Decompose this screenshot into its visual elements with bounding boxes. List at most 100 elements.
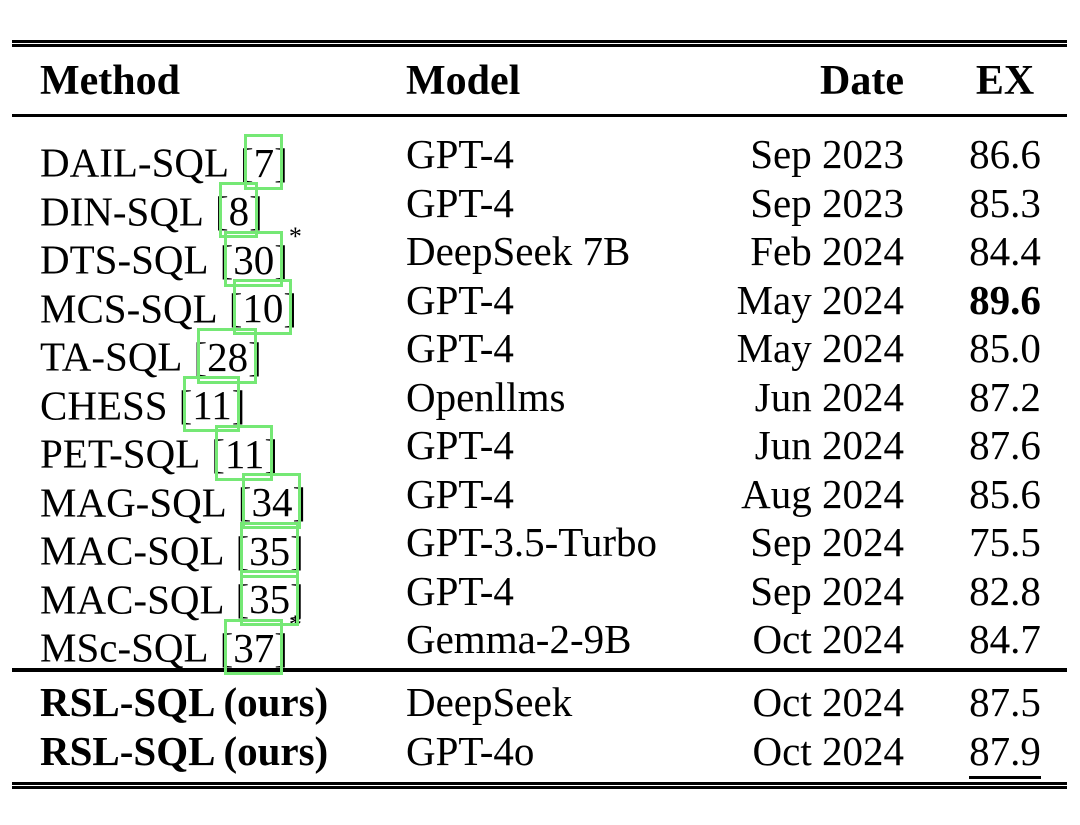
- method-name: MAG-SQL: [40, 479, 227, 526]
- date-cell: Oct 2024: [752, 727, 904, 774]
- date-cell: Oct 2024: [752, 616, 904, 662]
- method-name: MAC-SQL: [40, 527, 225, 574]
- date-cell: Oct 2024: [752, 679, 904, 725]
- citation-link[interactable]: [35]: [235, 576, 304, 623]
- citation-link[interactable]: [11]: [211, 430, 279, 477]
- model-cell: GPT-4: [406, 131, 514, 177]
- ex-cell: 84.4: [953, 227, 1057, 276]
- ex-value: 87.5: [969, 679, 1041, 725]
- method-name: MSc-SQL: [40, 624, 209, 671]
- table-row-ours: RSL-SQL (ours) GPT-4o Oct 2024 87.9: [12, 727, 1067, 779]
- top-rule-lower: [12, 43, 1067, 47]
- ex-value: 85.6: [969, 470, 1041, 517]
- citation-link[interactable]: [11]: [178, 382, 246, 429]
- model-cell: GPT-3.5-Turbo: [406, 519, 658, 565]
- ex-value: 84.4: [969, 228, 1041, 274]
- model-cell: GPT-4o: [406, 727, 535, 774]
- column-header-model: Model: [406, 58, 521, 104]
- table-ours-section: RSL-SQL (ours) DeepSeek Oct 2024 87.5 RS…: [12, 678, 1067, 779]
- model-cell: GPT-4: [406, 422, 514, 468]
- date-cell: Jun 2024: [754, 422, 904, 468]
- ex-value: 87.2: [969, 373, 1041, 420]
- ex-cell: 87.9: [953, 727, 1057, 779]
- method-name: DAIL-SQL: [40, 139, 230, 186]
- method-name: CHESS: [40, 382, 168, 429]
- table-row: MAG-SQL [34] GPT-4 Aug 2024 85.6: [12, 470, 1067, 526]
- bottom-rule-lower: [12, 785, 1067, 789]
- model-cell: Gemma-2-9B: [406, 616, 632, 662]
- mid-rule: [12, 668, 1067, 672]
- model-cell: GPT-4: [406, 567, 514, 614]
- date-cell: Sep 2024: [750, 567, 904, 614]
- citation-link[interactable]: [10]: [228, 285, 298, 332]
- ex-value: 85.0: [969, 325, 1041, 371]
- header-rule: [12, 113, 1067, 117]
- ex-cell: 75.5: [953, 518, 1057, 567]
- ex-cell: 89.6: [953, 276, 1057, 325]
- ex-value: 75.5: [969, 519, 1041, 565]
- model-cell: GPT-4: [406, 179, 514, 226]
- ex-cell: 84.7: [953, 615, 1057, 664]
- ex-cell: 85.3: [953, 179, 1057, 228]
- method-name: TA-SQL: [40, 333, 183, 380]
- citation-link[interactable]: [30]: [219, 236, 288, 283]
- method-cell: TA-SQL [28]: [40, 324, 263, 381]
- top-rule-upper: [12, 40, 1067, 43]
- ex-value: 87.6: [969, 422, 1041, 468]
- bottom-rule-upper: [12, 782, 1067, 785]
- date-cell: May 2024: [736, 276, 904, 323]
- table-row: DAIL-SQL [7] GPT-4 Sep 2023 86.6: [12, 130, 1067, 186]
- citation-link[interactable]: [34]: [237, 479, 307, 526]
- citation-link[interactable]: [37]: [219, 624, 288, 671]
- table-body: DAIL-SQL [7] GPT-4 Sep 2023 86.6 DIN-SQL[…: [12, 130, 1067, 671]
- ex-cell: 85.0: [953, 324, 1057, 373]
- method-cell: MSc-SQL [37]*: [40, 610, 302, 672]
- method-name: PET-SQL: [40, 430, 201, 477]
- method-name: MAC-SQL: [40, 576, 225, 623]
- method-name: MCS-SQL: [40, 285, 218, 332]
- date-cell: Sep 2023: [750, 179, 904, 226]
- model-cell: Openllms: [406, 373, 566, 420]
- citation-link[interactable]: [35]: [235, 527, 304, 574]
- ex-cell: 85.6: [953, 470, 1057, 519]
- table-row: CHESS [11] Openllms Jun 2024 87.2: [12, 373, 1067, 429]
- date-cell: Feb 2024: [750, 228, 904, 274]
- table-row-ours: RSL-SQL (ours) DeepSeek Oct 2024 87.5: [12, 678, 1067, 727]
- ex-cell: 87.6: [953, 421, 1057, 470]
- column-header-date: Date: [820, 58, 904, 104]
- column-header-ex: EX: [975, 58, 1035, 104]
- method-cell: MCS-SQL [10]: [40, 276, 298, 333]
- table-header: Method Model Date EX: [12, 56, 1067, 106]
- citation-link[interactable]: [28]: [193, 333, 262, 380]
- method-cell: MAG-SQL [34]: [40, 470, 307, 527]
- ex-value: 84.7: [969, 616, 1041, 662]
- ex-cell: 87.2: [953, 373, 1057, 422]
- method-cell: CHESS [11]: [40, 373, 246, 430]
- table-row: DTS-SQL [30]* DeepSeek 7B Feb 2024 84.4: [12, 222, 1067, 283]
- table-row: MAC-SQL [35] GPT-3.5-Turbo Sep 2024 75.5: [12, 518, 1067, 574]
- method-cell: MAC-SQL [35]: [40, 518, 305, 575]
- model-cell: DeepSeek: [406, 679, 573, 725]
- table-row: DIN-SQL [8] GPT-4 Sep 2023 85.3: [12, 179, 1067, 235]
- method-cell: MAC-SQL [35]: [40, 567, 305, 624]
- date-cell: Jun 2024: [754, 373, 904, 420]
- ex-value: 86.6: [969, 131, 1041, 177]
- ex-value: 89.6: [969, 276, 1041, 323]
- table-row: PET-SQL [11] GPT-4 Jun 2024 87.6: [12, 421, 1067, 477]
- model-cell: DeepSeek 7B: [406, 228, 631, 274]
- footnote-star: *: [288, 222, 302, 251]
- table-row: MAC-SQL [35] GPT-4 Sep 2024 82.8: [12, 567, 1067, 623]
- table-row: MSc-SQL [37]* Gemma-2-9B Oct 2024 84.7: [12, 610, 1067, 671]
- ex-value: 85.3: [969, 179, 1041, 226]
- date-cell: Sep 2023: [750, 131, 904, 177]
- date-cell: May 2024: [736, 325, 904, 371]
- ex-cell: 82.8: [953, 567, 1057, 616]
- table-row: TA-SQL [28] GPT-4 May 2024 85.0: [12, 324, 1067, 380]
- model-cell: GPT-4: [406, 276, 514, 323]
- method-name: DTS-SQL: [40, 236, 209, 283]
- table-row: MCS-SQL [10] GPT-4 May 2024 89.6: [12, 276, 1067, 332]
- model-cell: GPT-4: [406, 470, 514, 517]
- method-name: DIN-SQL: [40, 188, 204, 235]
- method-name: RSL-SQL (ours): [40, 679, 329, 725]
- method-name: RSL-SQL (ours): [40, 727, 329, 774]
